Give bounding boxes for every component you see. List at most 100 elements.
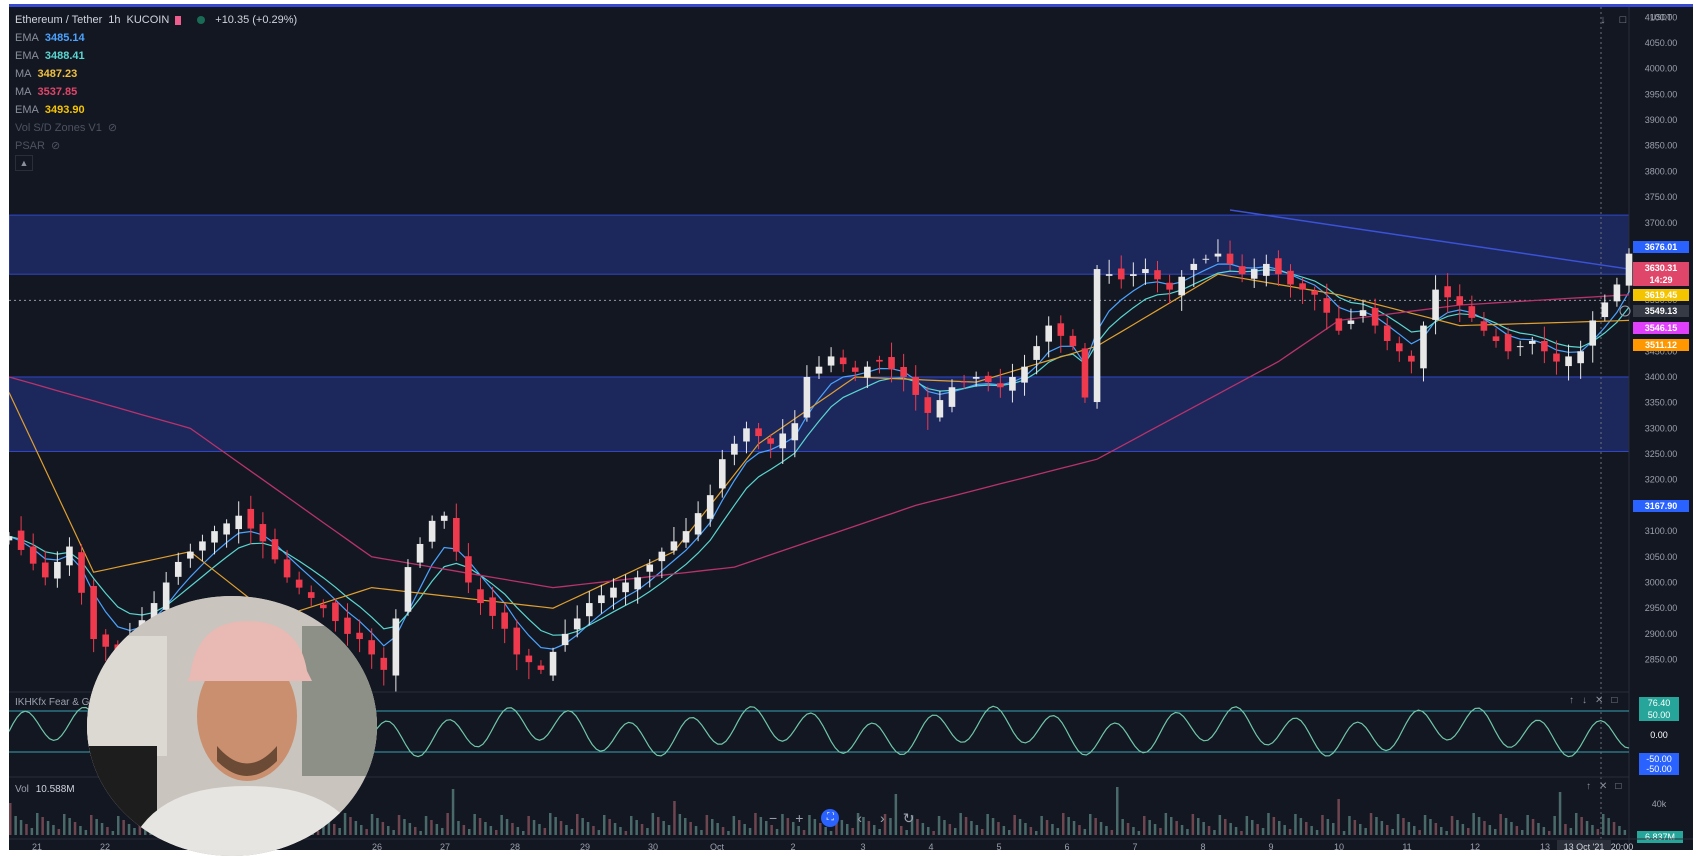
candle-body — [1226, 253, 1234, 264]
volume-bar — [1040, 816, 1043, 835]
time-tick: 27 — [440, 842, 450, 850]
volume-bar — [1132, 827, 1135, 835]
volume-bar — [397, 815, 401, 835]
price-tick: 3100.00 — [1645, 526, 1678, 536]
exchange-label: KUCOIN — [126, 14, 170, 26]
candle-body — [187, 551, 194, 559]
volume-bar — [462, 825, 466, 835]
volume-bar — [970, 821, 973, 835]
volume-bar — [1580, 817, 1583, 835]
volume-bar — [1229, 823, 1232, 835]
volume-close-icon[interactable]: ✕ — [1599, 781, 1608, 792]
webcam-overlay — [87, 596, 377, 856]
indicator-row[interactable]: EMA 3493.90 — [15, 101, 297, 119]
volume-bar — [36, 813, 39, 835]
candle-body — [1625, 253, 1633, 286]
indicator-row[interactable]: Vol S/D Zones V1 ⊘ — [15, 119, 297, 137]
scroll-down-icon[interactable]: ↓ — [1600, 14, 1606, 26]
price-label: 3549.13 — [1645, 306, 1678, 316]
price-tick: 3250.00 — [1645, 449, 1678, 459]
refresh-icon[interactable]: ↻ — [902, 809, 915, 826]
volume-bar — [651, 813, 655, 835]
volume-bar — [1504, 818, 1508, 835]
candle-body — [1504, 334, 1512, 352]
candle-body — [1516, 346, 1524, 348]
volume-bar — [554, 817, 557, 835]
hidden-eye-icon[interactable]: ⊘ — [107, 122, 118, 134]
volume-bar — [446, 813, 449, 835]
volume-bar — [932, 831, 935, 835]
price-tick: 3200.00 — [1645, 475, 1678, 485]
volume-bar — [441, 828, 444, 835]
indicator-name: PSAR — [15, 140, 45, 152]
volume-bar — [997, 822, 1000, 835]
collapse-legend-button[interactable]: ▲ — [15, 155, 33, 171]
candle-body — [307, 592, 315, 598]
volume-bar — [1602, 814, 1605, 835]
price-label: 3630.31 — [1645, 263, 1678, 273]
candle-body — [888, 357, 895, 370]
volume-maximize-icon[interactable]: □ — [1615, 781, 1622, 792]
interval-label[interactable]: 1h — [108, 14, 121, 26]
pane-up-icon[interactable]: ↑ — [1569, 695, 1574, 706]
zoom-in-icon[interactable]: + — [795, 810, 804, 826]
indicator-row[interactable]: EMA 3485.14 — [15, 29, 297, 47]
reset-view-icon[interactable]: ⛶ — [821, 809, 840, 827]
volume-bar — [916, 819, 919, 835]
volume-bar — [662, 821, 665, 835]
candle-body — [839, 357, 847, 365]
volume-bar — [387, 826, 390, 835]
volume-bar — [689, 822, 692, 835]
volume-bar — [478, 818, 482, 835]
volume-bar — [1148, 820, 1151, 835]
price-tick: 3300.00 — [1645, 423, 1678, 433]
volume-up-icon[interactable]: ↑ — [1586, 781, 1591, 792]
pane-close-icon[interactable]: ✕ — [1595, 695, 1604, 706]
indicator-row[interactable]: PSAR ⊘ — [15, 137, 297, 155]
volume-bar — [1089, 814, 1092, 835]
zoom-out-icon[interactable]: − — [769, 810, 778, 826]
pane-maximize-icon[interactable]: □ — [1611, 695, 1618, 706]
osc-label-bg — [1639, 709, 1679, 721]
candle-body — [876, 359, 883, 362]
candle-body — [960, 381, 968, 383]
volume-bar — [943, 820, 946, 835]
volume-bar — [721, 827, 725, 835]
maximize-icon[interactable]: □ — [1619, 14, 1627, 26]
volume-bar — [1434, 823, 1438, 835]
volume-bar — [46, 821, 50, 835]
pane-down-icon[interactable]: ↓ — [1582, 695, 1587, 706]
volume-bar — [1396, 814, 1400, 835]
candle-body — [513, 627, 521, 655]
price-label-bg — [1633, 305, 1689, 317]
volume-bar — [1607, 818, 1610, 835]
volume-bar — [846, 824, 849, 835]
volume-bar — [349, 817, 352, 835]
candle-body — [815, 366, 823, 374]
candle-body — [1287, 270, 1294, 285]
volume-bar — [727, 831, 730, 835]
indicator-row[interactable]: MA 3537.85 — [15, 83, 297, 101]
volume-bar — [592, 826, 595, 835]
volume-bar — [1488, 825, 1492, 835]
hidden-eye-icon[interactable]: ⊘ — [50, 140, 61, 152]
scroll-right-icon[interactable]: › — [880, 810, 885, 826]
indicator-row[interactable]: MA 3487.23 — [15, 65, 297, 83]
volume-bar — [1143, 816, 1146, 835]
indicator-row[interactable]: EMA 3488.41 — [15, 47, 297, 65]
volume-bar — [1164, 813, 1168, 835]
candle-body — [1456, 296, 1464, 306]
market-status-icon — [197, 16, 206, 24]
volume-bar — [343, 813, 347, 835]
symbol-name[interactable]: Ethereum / Tether — [15, 14, 103, 26]
volume-bar — [1391, 829, 1394, 835]
candle-body — [1190, 263, 1198, 270]
indicator-list: EMA 3485.14 EMA 3488.41 MA 3487.23 MA 3537.85 EM… — [15, 29, 297, 155]
indicator-value: 3488.41 — [44, 50, 85, 62]
candle-body — [1347, 320, 1355, 324]
volume-bar — [79, 826, 82, 835]
volume-bar — [106, 827, 109, 835]
volume-bar — [873, 825, 876, 835]
indicator-name: MA — [15, 86, 32, 98]
scroll-left-icon[interactable]: ‹ — [857, 810, 863, 826]
